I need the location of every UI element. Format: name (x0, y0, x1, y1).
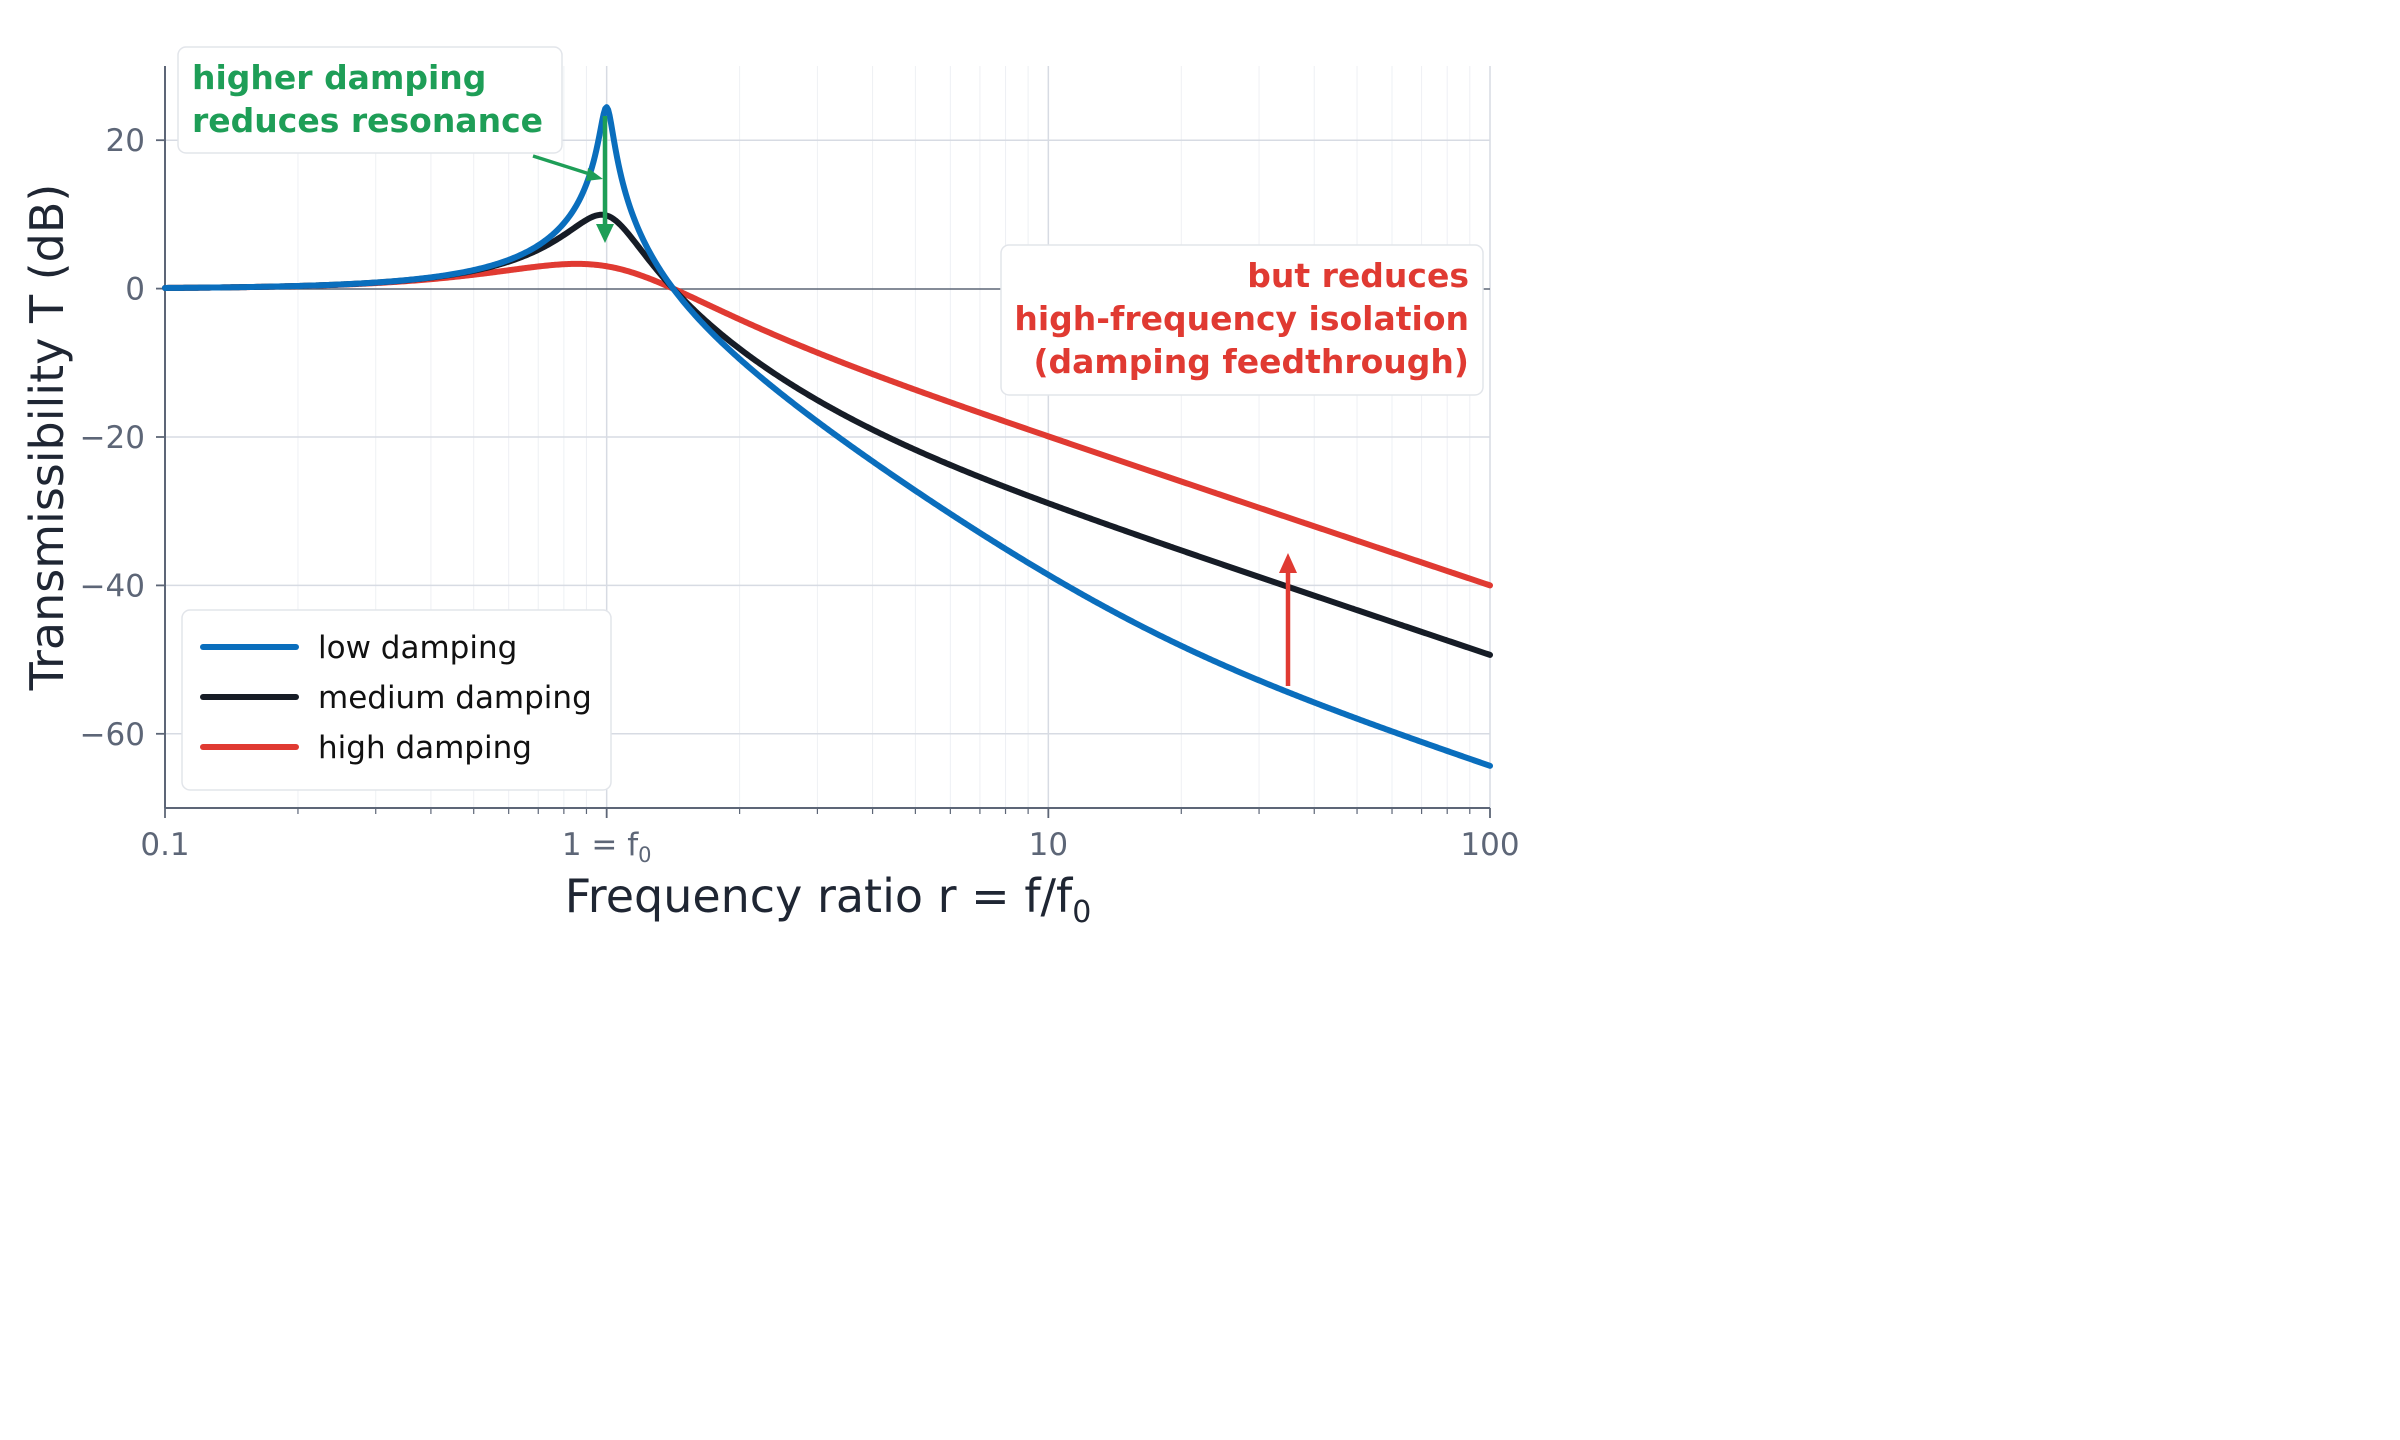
legend-label-low-damping: low damping (318, 630, 517, 666)
x-tick-label: 100 (1460, 827, 1519, 863)
x-tick-label: 10 (1029, 827, 1068, 863)
y-tick-label: −20 (80, 420, 145, 456)
isolation-arrow-head (1279, 553, 1297, 573)
y-tick-label: 0 (125, 272, 145, 308)
series-layer (162, 104, 1493, 769)
isolation-annotation-line-2: high-frequency isolation (1014, 299, 1469, 338)
y-tick-label: −40 (80, 568, 145, 604)
isolation-annotation: but reduces high-frequency isolation (da… (1000, 244, 1484, 686)
x-axis-ticks: 0.1 1 = f0 10 100 (140, 808, 1520, 867)
resonance-annotation-line-1: higher damping (192, 58, 486, 97)
resonance-pointer-head (586, 168, 603, 181)
resonance-annotation-box (177, 46, 563, 154)
y-tick-label: −60 (80, 717, 145, 753)
legend-label-medium-damping: medium damping (318, 680, 592, 716)
isolation-annotation-line-1: but reduces (1247, 256, 1469, 295)
legend-label-high-damping: high damping (318, 730, 532, 766)
x-tick-label: 1 = f0 (562, 827, 652, 867)
y-tick-label: 20 (106, 123, 145, 159)
y-axis-ticks: 20 0 −20 −40 −60 (80, 123, 165, 753)
resonance-arrow-head (596, 224, 614, 243)
x-axis-title: Frequency ratio r = f/f0 (565, 869, 1092, 930)
resonance-pointer (532, 154, 597, 178)
y-axis-title: Transmissibility T (dB) (20, 184, 74, 692)
isolation-annotation-box (1000, 244, 1484, 396)
resonance-annotation-line-2: reduces resonance (192, 101, 543, 140)
resonance-annotation: higher damping reduces resonance (177, 46, 614, 243)
legend: low damping medium damping high damping (181, 609, 612, 791)
isolation-annotation-line-3: (damping feedthrough) (1033, 342, 1469, 381)
series-line-low-damping (162, 104, 1493, 769)
transmissibility-chart: 0.1 1 = f0 10 100 20 0 −20 −40 −60 Frequency ra… (20, 46, 1520, 930)
x-tick-label: 0.1 (140, 827, 189, 863)
